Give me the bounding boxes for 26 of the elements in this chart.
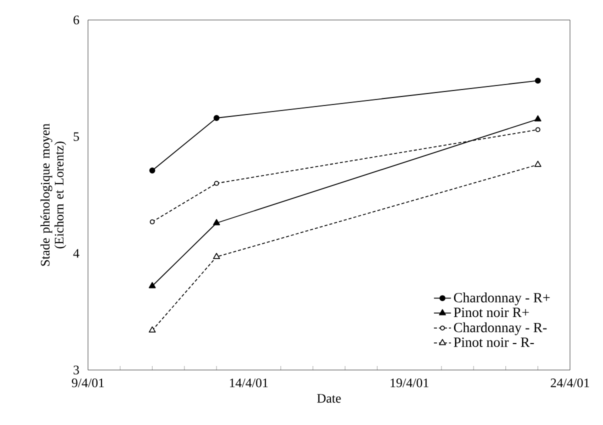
point bbox=[214, 180, 219, 186]
y-tick-label: 6 bbox=[74, 16, 80, 24]
legend-label: Chardonnay - R+ bbox=[454, 292, 550, 306]
x-axis-title: Date bbox=[317, 394, 341, 403]
x-tick-label: 24/4/01 bbox=[550, 378, 590, 388]
y-axis-title: Stade phénologique moyen (Eichorn et Lorentz) bbox=[40, 124, 66, 266]
y-tick-label: 3 bbox=[74, 366, 79, 374]
x-tick-label: 19/4/01 bbox=[390, 378, 428, 388]
y-tick-label: 5 bbox=[74, 132, 79, 141]
point bbox=[148, 282, 156, 288]
point bbox=[150, 219, 155, 224]
legend-label: Chardonnay - R- bbox=[454, 322, 547, 336]
point bbox=[149, 168, 156, 174]
point bbox=[213, 252, 220, 260]
point bbox=[534, 115, 542, 122]
x-tick-label: 9/4/01 bbox=[72, 378, 104, 388]
point bbox=[534, 78, 541, 84]
point bbox=[534, 160, 542, 167]
point bbox=[213, 219, 220, 226]
point bbox=[214, 115, 220, 121]
legend-label: Pinot noir R+ bbox=[454, 308, 529, 318]
y-tick-label: 4 bbox=[73, 249, 80, 258]
x-tick-label: 14/4/01 bbox=[230, 378, 268, 388]
point bbox=[535, 127, 540, 132]
legend-label: Pinot noir - R- bbox=[454, 338, 534, 347]
point bbox=[148, 326, 156, 333]
